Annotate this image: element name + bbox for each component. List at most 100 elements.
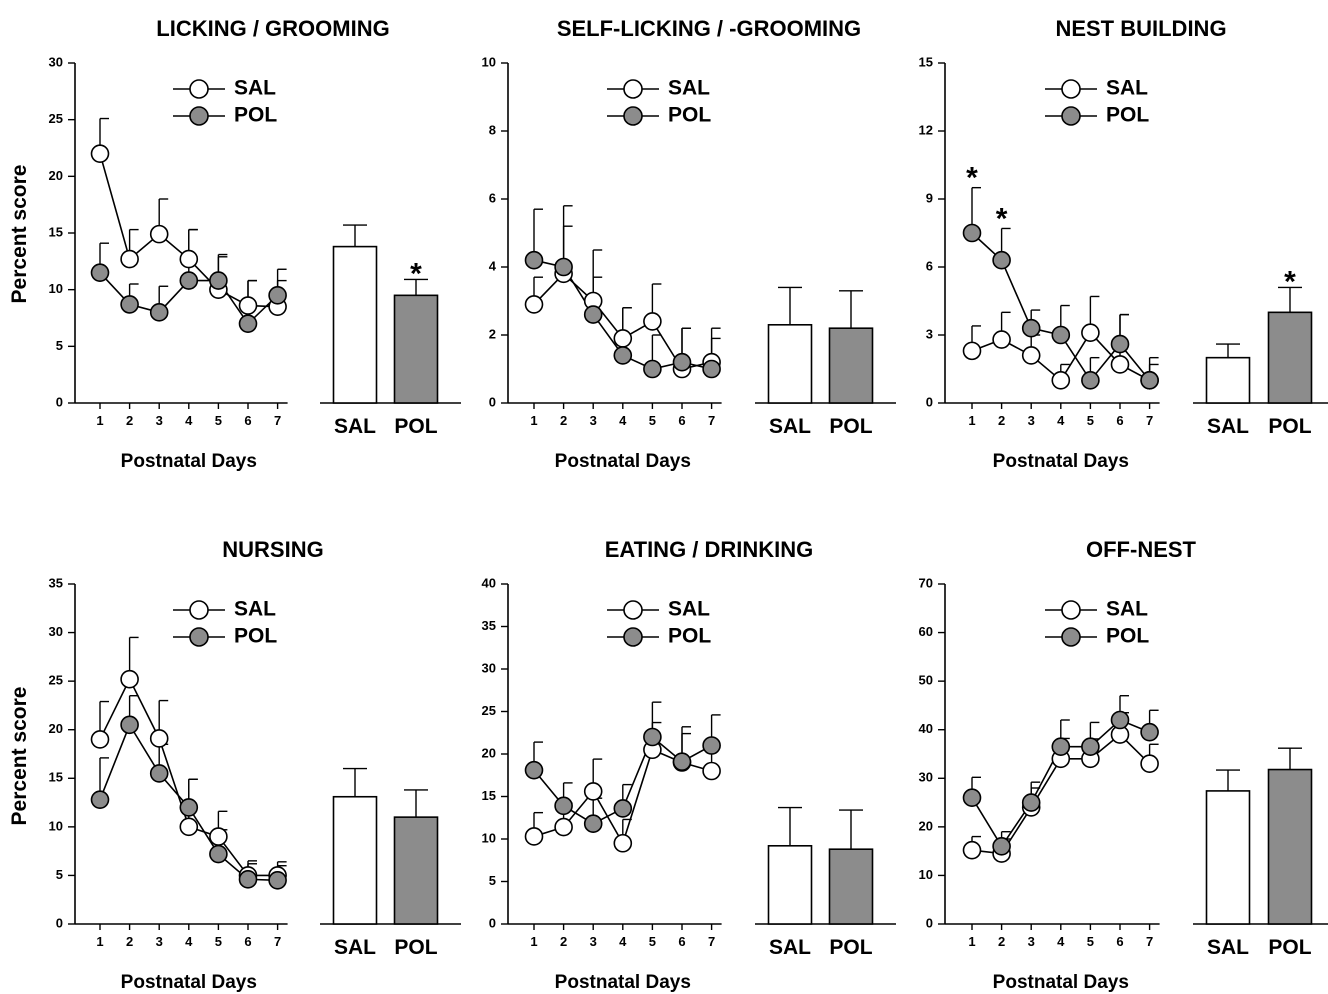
x-tick-label: 2 [126, 934, 133, 949]
x-tick-label: 1 [96, 413, 103, 428]
data-point-pol [554, 796, 573, 816]
y-tick-label: 0 [56, 915, 63, 930]
data-point-pol [238, 314, 258, 333]
data-point-pol [209, 844, 228, 864]
panel-title: LICKING / GROOMING [156, 16, 389, 41]
legend-marker [189, 79, 209, 99]
y-tick-label: 10 [482, 54, 496, 69]
legend-label: SAL [1106, 598, 1148, 621]
y-tick-label: 0 [926, 394, 933, 409]
y-tick-label: 4 [489, 258, 497, 273]
legend-label: POL [234, 104, 277, 127]
y-tick-label: 15 [482, 788, 496, 803]
x-axis-label: Postnatal Days [121, 451, 257, 472]
legend-label: SAL [234, 598, 276, 621]
x-tick-label: 7 [274, 934, 281, 949]
data-point-pol [1021, 318, 1041, 338]
x-tick-label: 1 [530, 413, 537, 428]
y-tick-label: 2 [489, 326, 496, 341]
data-point-pol [268, 870, 287, 890]
x-tick-label: 5 [649, 413, 656, 428]
panel-title: OFF-NEST [1086, 537, 1197, 562]
data-point-pol [149, 764, 169, 783]
panel-title: NURSING [222, 537, 323, 562]
data-point-pol [268, 286, 287, 305]
x-tick-label: 1 [968, 934, 975, 949]
data-point-sal [962, 341, 982, 361]
legend-label: SAL [1106, 77, 1148, 100]
data-point-pol [1110, 710, 1130, 730]
data-point-pol [992, 836, 1011, 856]
data-point-pol [90, 263, 110, 282]
data-point-pol [149, 303, 169, 322]
y-tick-label: 30 [919, 770, 933, 785]
data-point-pol [962, 223, 982, 243]
y-tick-label: 20 [49, 721, 63, 736]
y-tick-label: 6 [489, 190, 496, 205]
bar-significance-star: * [1284, 265, 1296, 298]
bar-pol [828, 327, 874, 404]
data-point-pol [992, 250, 1011, 270]
y-tick-label: 20 [919, 818, 933, 833]
x-tick-label: 4 [1057, 413, 1065, 428]
bar-pol [1267, 768, 1313, 925]
x-tick-label: 5 [215, 413, 222, 428]
data-point-sal [1081, 323, 1100, 343]
y-tick-label: 60 [919, 624, 933, 639]
y-tick-label: 5 [56, 867, 63, 882]
data-point-sal [613, 329, 633, 348]
panel-title: SELF-LICKING / -GROOMING [557, 16, 861, 41]
x-tick-label: 2 [998, 934, 1005, 949]
data-point-pol [179, 798, 199, 817]
legend-label: POL [1106, 104, 1149, 127]
data-point-pol [209, 271, 228, 290]
data-point-sal [90, 730, 110, 749]
x-tick-label: 3 [1028, 934, 1035, 949]
data-point-pol [672, 352, 692, 372]
x-tick-label: 6 [244, 413, 251, 428]
y-tick-label: 9 [926, 190, 933, 205]
y-tick-label: 25 [49, 673, 63, 688]
y-tick-label: 10 [49, 818, 63, 833]
y-tick-label: 40 [919, 721, 933, 736]
x-tick-label: 7 [708, 413, 715, 428]
legend-marker [1061, 106, 1081, 126]
data-point-pol [554, 257, 573, 277]
x-tick-label: 3 [1028, 413, 1035, 428]
legend-label: SAL [668, 77, 710, 100]
data-point-pol [613, 346, 633, 365]
x-tick-label: 1 [530, 934, 537, 949]
x-tick-label: 3 [590, 934, 597, 949]
x-tick-label: 6 [244, 934, 251, 949]
y-axis-label-top: Percent score [8, 165, 31, 304]
data-point-pol [524, 760, 544, 780]
data-point-sal [120, 669, 139, 689]
panel-4: NURSING 0 5 10 15 20 25 30 35 1 2 3 4 5 6 7 Postnatal Da… [49, 537, 461, 993]
legend-label: SAL [668, 598, 710, 621]
y-tick-label: 30 [482, 660, 496, 675]
data-point-pol [1140, 371, 1159, 390]
x-tick-label: 2 [560, 934, 567, 949]
x-tick-label: 3 [156, 934, 163, 949]
x-tick-label: 1 [96, 934, 103, 949]
data-point-pol [1021, 793, 1041, 812]
x-axis-label: Postnatal Days [121, 972, 257, 993]
bar-category-label: POL [394, 415, 437, 438]
bar-category-label: POL [1268, 415, 1311, 438]
legend-marker [189, 627, 209, 647]
x-axis-label: Postnatal Days [555, 972, 691, 993]
y-tick-label: 5 [489, 873, 496, 888]
y-tick-label: 35 [49, 575, 63, 590]
bar-category-label: SAL [1207, 936, 1249, 959]
x-tick-label: 6 [1116, 934, 1123, 949]
y-tick-label: 10 [919, 867, 933, 882]
data-point-sal [554, 817, 573, 837]
data-point-sal [179, 249, 199, 269]
data-point-pol [583, 305, 603, 324]
y-tick-label: 10 [49, 281, 63, 296]
data-point-pol [1110, 334, 1130, 354]
y-tick-label: 0 [56, 394, 63, 409]
legend-label: SAL [234, 77, 276, 100]
legend-marker [623, 106, 643, 126]
